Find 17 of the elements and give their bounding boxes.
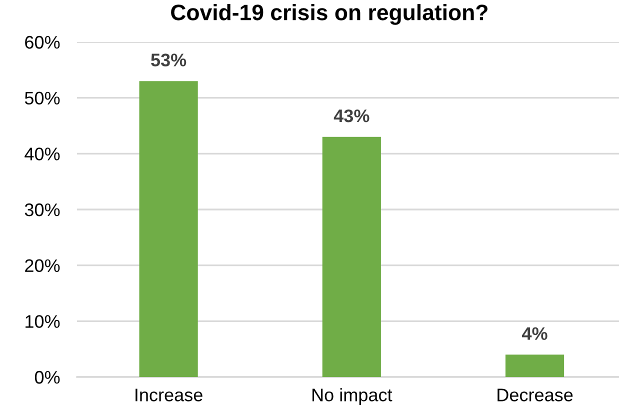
y-tick-label: 10% (26, 315, 60, 328)
x-tick-label: Decrease (498, 388, 573, 402)
y-tick-label: 30% (24, 203, 60, 216)
y-tick-label: 50% (24, 92, 60, 105)
bar (139, 81, 198, 377)
y-tick-label: 60% (25, 36, 60, 49)
data-label: 43% (334, 109, 370, 122)
data-label: 4% (522, 327, 548, 340)
x-tick-label: Increase (136, 388, 202, 402)
bar (505, 354, 564, 377)
y-tick-label: 0% (34, 370, 60, 384)
x-tick-label: No impact (312, 388, 392, 405)
y-tick-label: 40% (24, 148, 60, 160)
data-label: 53% (151, 54, 186, 66)
bar (322, 136, 381, 377)
chart-title: Covid-19 crisis on regulation? (171, 4, 488, 25)
y-tick-label: 20% (25, 259, 60, 272)
